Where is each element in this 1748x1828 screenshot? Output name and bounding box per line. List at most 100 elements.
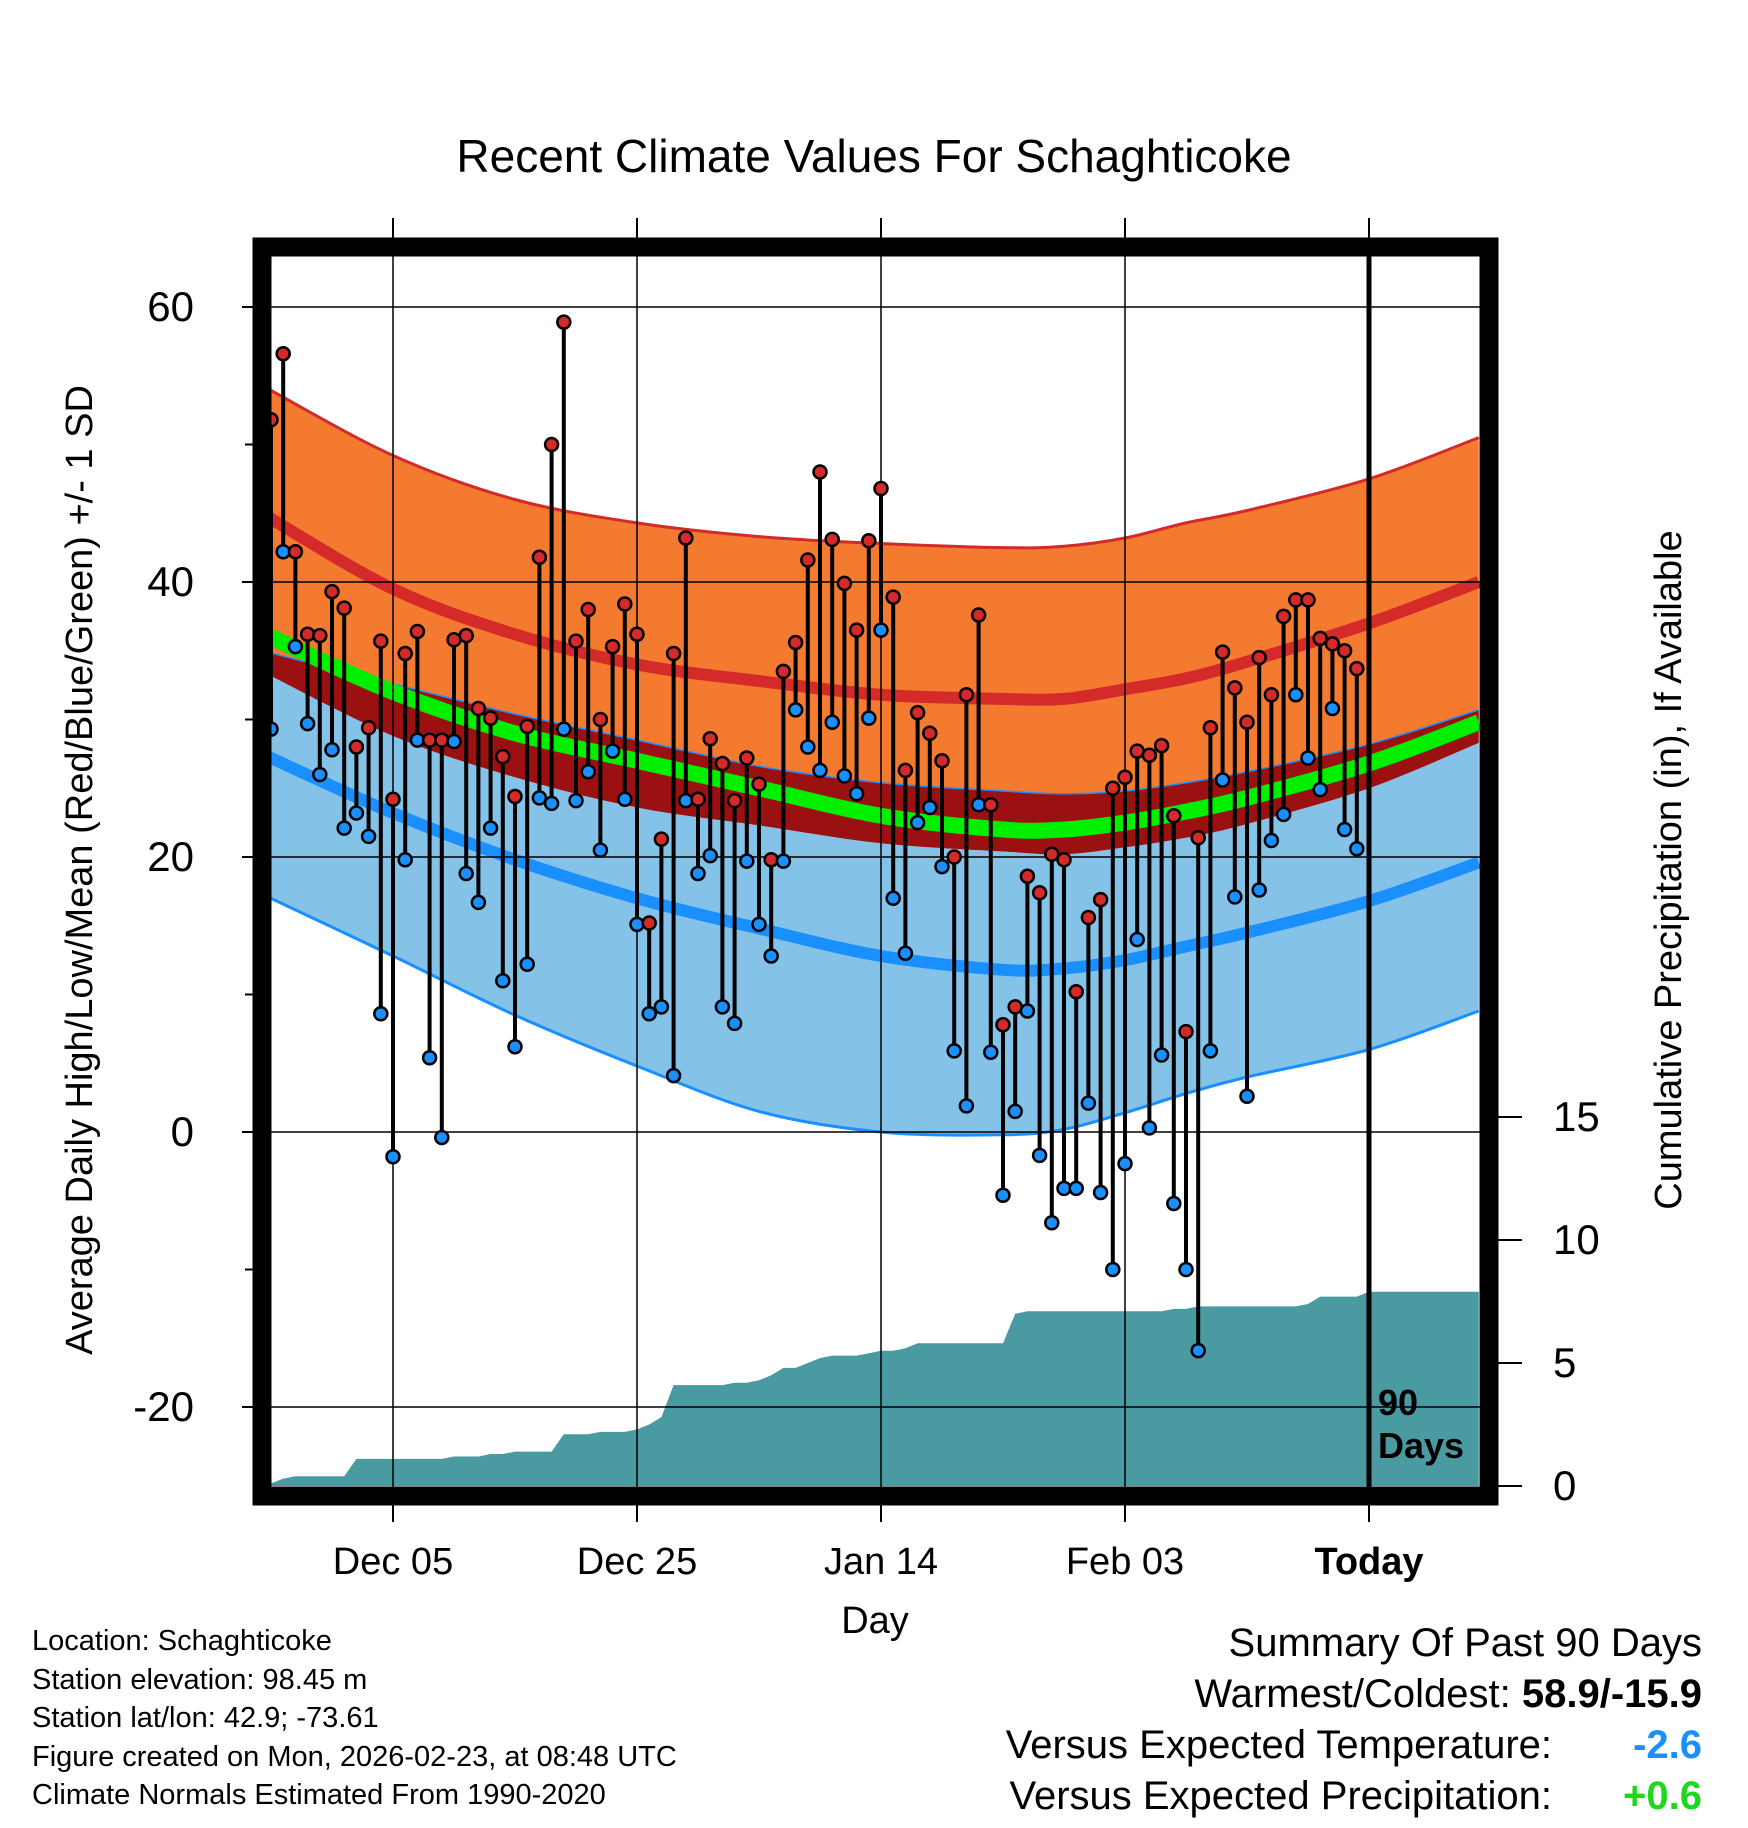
daily-high-point	[714, 755, 731, 772]
temp-label: Versus Expected Temperature:	[1005, 1723, 1552, 1767]
daily-high-point	[739, 750, 755, 766]
right-tick-label: 15	[1553, 1093, 1600, 1140]
daily-low-point	[653, 999, 670, 1015]
location-text: Location: Schaghticoke	[32, 1625, 332, 1657]
daily-high-point	[1190, 830, 1206, 846]
daily-high-point	[1300, 592, 1316, 608]
x-tick-label: Dec 05	[333, 1541, 453, 1583]
daily-low-point	[873, 622, 889, 638]
daily-low-point	[1251, 882, 1267, 898]
temp-value: -2.6	[1633, 1723, 1702, 1767]
summary-temp-row: Versus Expected Temperature: -2.6	[1006, 1720, 1702, 1771]
daily-low-point	[446, 733, 462, 750]
daily-high-point	[983, 797, 999, 813]
normal-bands	[258, 384, 1482, 1137]
daily-low-point	[592, 842, 609, 858]
daily-high-point	[1239, 714, 1255, 730]
daily-high-point	[653, 831, 670, 847]
daily-low-point	[1092, 1184, 1109, 1201]
daily-high-point	[434, 732, 450, 748]
warmest-value: 58.9/-15.9	[1521, 1672, 1702, 1716]
daily-low-point	[1275, 806, 1292, 823]
right-tick-label: 5	[1553, 1339, 1576, 1386]
right-axis-label: Cumulative Precipitation (in), If Availa…	[1648, 530, 1690, 1209]
daily-high-point	[617, 596, 633, 612]
normals-text: Climate Normals Estimated From 1990-2020	[32, 1779, 606, 1811]
left-tick-label: 20	[147, 833, 194, 880]
daily-high-point	[1263, 687, 1280, 703]
daily-high-point	[1044, 846, 1060, 862]
daily-low-point	[1141, 1120, 1158, 1136]
daily-high-point	[1202, 720, 1219, 736]
daily-low-point	[1288, 687, 1304, 703]
daily-high-point	[751, 776, 767, 792]
daily-high-point	[836, 575, 853, 592]
daily-high-point	[482, 710, 499, 726]
daily-high-point	[324, 583, 340, 600]
daily-low-point	[1166, 1195, 1182, 1212]
daily-low-point	[373, 1006, 389, 1022]
daily-points	[263, 314, 1365, 1359]
daily-high-point	[336, 600, 352, 616]
daily-low-point	[1227, 889, 1243, 905]
daily-low-point	[617, 791, 633, 807]
summary-precip-row: Versus Expected Precipitation: +0.6	[1006, 1771, 1702, 1822]
daily-high-point	[1068, 984, 1084, 1000]
daily-high-point	[775, 663, 792, 680]
left-tick-label: -20	[133, 1383, 194, 1430]
daily-high-point	[824, 531, 840, 548]
daily-high-point	[507, 788, 523, 805]
daily-high-point	[800, 552, 816, 568]
daily-low-point	[1202, 1043, 1219, 1059]
daily-low-point	[1007, 1103, 1023, 1120]
daily-low-point	[824, 714, 840, 730]
normal-low-minus-sd-line	[261, 892, 1480, 1137]
daily-low-point	[629, 916, 645, 933]
daily-low-point	[397, 852, 413, 868]
daily-low-point	[1263, 832, 1280, 849]
daily-high-point	[397, 645, 413, 662]
daily-high-point	[629, 626, 645, 642]
chart-title: Recent Climate Values For Schaghticoke	[456, 130, 1291, 182]
daily-low-point	[324, 742, 340, 758]
daily-high-point	[1031, 885, 1048, 901]
created-text: Figure created on Mon, 2026-02-23, at 08…	[32, 1740, 677, 1773]
daily-low-point	[787, 702, 804, 718]
daily-low-point	[507, 1039, 523, 1055]
daily-low-point	[470, 894, 487, 911]
daily-low-point	[836, 768, 853, 784]
daily-high-point	[299, 626, 316, 642]
daily-low-point	[348, 805, 365, 821]
daily-low-point	[958, 1098, 975, 1114]
daily-high-point	[1019, 868, 1036, 884]
summary-warmest-row: Warmest/Coldest: 58.9/-15.9	[1006, 1669, 1702, 1720]
daily-high-point	[970, 607, 987, 623]
daily-low-point	[665, 1067, 682, 1084]
daily-high-point	[1056, 852, 1072, 868]
daily-low-point	[287, 638, 304, 655]
daily-high-point	[1251, 649, 1267, 666]
precip-cumulative-area	[271, 1291, 1479, 1486]
daily-low-point	[702, 847, 718, 864]
daily-high-point	[458, 627, 474, 644]
daily-high-point	[678, 530, 694, 546]
daily-low-point	[336, 820, 352, 836]
daily-high-point	[641, 915, 657, 931]
daily-low-point	[726, 1015, 743, 1032]
daily-low-point	[519, 956, 535, 972]
daily-low-point	[1336, 821, 1353, 838]
right-tick-label: 0	[1553, 1462, 1576, 1509]
daily-low-point	[800, 739, 816, 755]
daily-high-point	[1105, 780, 1121, 796]
elevation-text: Station elevation: 98.45 m	[32, 1663, 368, 1696]
daily-low-point	[604, 743, 621, 759]
daily-high-point	[287, 544, 304, 560]
normal-mean-line	[258, 625, 1482, 839]
left-tick-label: 60	[147, 283, 194, 330]
daily-high-point	[958, 687, 975, 703]
daily-high-point	[787, 634, 804, 651]
daily-high-point	[848, 622, 865, 638]
daily-high-point	[470, 700, 487, 717]
daily-high-point	[312, 627, 328, 644]
